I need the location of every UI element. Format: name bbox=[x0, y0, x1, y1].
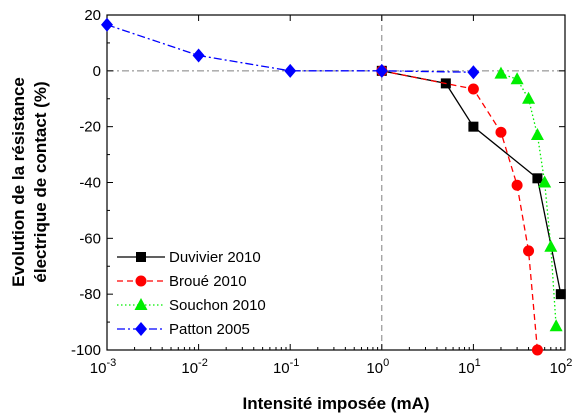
data-point bbox=[284, 63, 297, 78]
y-tick-label: -40 bbox=[79, 175, 101, 192]
data-point bbox=[101, 17, 113, 32]
x-axis-title: Intensité imposée (mA) bbox=[242, 394, 429, 413]
y-axis-title-line1: Evolution de la résistance bbox=[9, 77, 28, 287]
data-point bbox=[495, 126, 507, 138]
data-point bbox=[522, 91, 536, 104]
y-tick-label: -60 bbox=[79, 230, 101, 247]
data-point bbox=[468, 121, 479, 132]
x-tick-label: 102 bbox=[550, 357, 573, 377]
series-line bbox=[500, 73, 557, 327]
legend-marker bbox=[134, 298, 148, 310]
series-2 bbox=[376, 65, 543, 356]
x-tick-label: 10-1 bbox=[273, 357, 299, 377]
legend-marker bbox=[135, 275, 147, 287]
data-point bbox=[467, 83, 479, 95]
x-tick-label: 101 bbox=[458, 357, 481, 377]
y-tick-label: 20 bbox=[84, 7, 101, 24]
legend-label: Duvivier 2010 bbox=[169, 249, 261, 266]
y-tick-label: -80 bbox=[79, 286, 101, 303]
series-layer bbox=[101, 17, 566, 356]
data-point bbox=[530, 128, 544, 141]
legend-label: Patton 2005 bbox=[169, 321, 250, 338]
series-4 bbox=[101, 17, 480, 80]
legend-label: Souchon 2010 bbox=[169, 297, 266, 314]
y-axis-title-line2: électrique de contact (%) bbox=[31, 81, 50, 282]
series-3 bbox=[494, 66, 563, 332]
y-axis-ticks: 20 0 -20 -40 -60 -80 -100 bbox=[71, 7, 565, 359]
data-point bbox=[532, 173, 543, 184]
data-point bbox=[538, 175, 552, 188]
series-line bbox=[106, 24, 474, 73]
data-point bbox=[192, 48, 205, 63]
data-point bbox=[549, 319, 563, 332]
series-line bbox=[381, 70, 539, 351]
legend: Duvivier 2010 Broué 2010 Souchon 2010 Patto… bbox=[117, 249, 266, 338]
series-1 bbox=[376, 65, 566, 300]
x-tick-label: 100 bbox=[366, 357, 389, 377]
data-point bbox=[555, 289, 566, 300]
legend-label: Broué 2010 bbox=[169, 273, 247, 290]
x-axis-ticks: 10-3 10-2 10-1 100 101 102 bbox=[90, 15, 573, 377]
x-tick-label: 10-2 bbox=[181, 357, 207, 377]
data-point bbox=[544, 239, 558, 252]
data-point bbox=[510, 72, 524, 85]
data-point bbox=[375, 63, 388, 78]
y-tick-label: 0 bbox=[93, 63, 101, 80]
data-point bbox=[467, 65, 480, 80]
x-tick-label: 10-3 bbox=[90, 357, 116, 377]
data-point bbox=[494, 66, 508, 79]
y-tick-label: -20 bbox=[79, 119, 101, 136]
y-tick-label: -100 bbox=[71, 342, 101, 359]
data-point bbox=[523, 245, 535, 257]
legend-marker bbox=[136, 252, 146, 262]
data-point bbox=[531, 344, 543, 356]
legend-marker bbox=[135, 322, 147, 336]
data-point bbox=[511, 179, 523, 191]
